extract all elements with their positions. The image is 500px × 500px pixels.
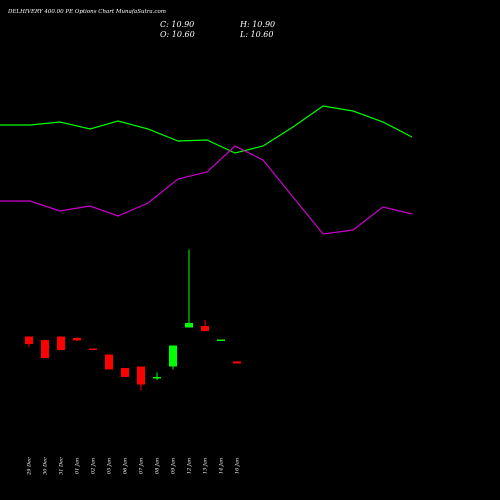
candle-body (41, 340, 49, 359)
x-tick-label: 01 Jan (75, 458, 81, 474)
candle (201, 320, 209, 332)
low-label: L: 10.60 (239, 30, 273, 39)
indicator-lines (0, 105, 413, 235)
candle (73, 337, 81, 341)
candle-body (105, 354, 113, 370)
indicator-line-1 (0, 105, 413, 154)
candle-body (57, 336, 65, 350)
chart-title: DELHIVERY 400.00 PE Options Chart Munafa… (7, 9, 166, 15)
candle (137, 366, 145, 391)
x-tick-label: 05 Jan (107, 458, 113, 474)
candle (41, 339, 49, 359)
candle-body (137, 366, 145, 385)
x-tick-label: 30 Dec (43, 457, 49, 475)
x-tick-label: 08 Jan (155, 458, 161, 474)
candle-body (153, 377, 161, 379)
x-tick-label: 14 Jan (219, 458, 225, 474)
candles (25, 249, 241, 391)
candle (169, 345, 177, 370)
candle-body (25, 336, 33, 344)
candle (57, 336, 65, 350)
candle (217, 339, 225, 341)
candle-body (89, 348, 97, 350)
x-tick-label: 09 Jan (171, 458, 177, 474)
x-tick-label: 07 Jan (139, 458, 145, 474)
candle-body (73, 338, 81, 341)
x-ticks: 29 Dec 30 Dec 31 Dec 01 Jan 02 Jan 05 Jan 06 J… (27, 457, 241, 476)
candle-body (233, 361, 241, 364)
candle-body (201, 326, 209, 332)
candle-body (169, 345, 177, 367)
candle-body (217, 339, 225, 341)
open-label: O: 10.60 (160, 30, 195, 39)
x-tick-label: 29 Dec (27, 457, 33, 476)
candle (233, 361, 241, 364)
candle (105, 354, 113, 370)
candle (121, 368, 129, 377)
x-tick-label: 16 Jan (235, 458, 241, 474)
x-tick-label: 13 Jan (203, 458, 209, 474)
candle (185, 249, 193, 328)
indicator-line-2 (0, 145, 413, 235)
x-tick-label: 12 Jan (187, 458, 193, 474)
candle-body (121, 368, 129, 377)
candle (89, 348, 97, 350)
candle-body (185, 323, 193, 328)
x-tick-label: 06 Jan (123, 458, 129, 474)
x-tick-label: 31 Dec (59, 457, 65, 475)
candle (25, 336, 33, 347)
candle (153, 372, 161, 380)
high-label: H: 10.90 (239, 20, 275, 29)
x-tick-label: 02 Jan (91, 458, 97, 474)
close-label: C: 10.90 (160, 20, 194, 29)
